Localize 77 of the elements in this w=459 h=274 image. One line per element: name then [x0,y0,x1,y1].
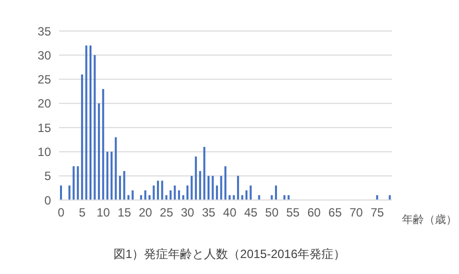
bar [127,195,130,200]
bar [220,176,222,200]
bar [212,176,214,200]
y-tick-label: 20 [38,96,52,111]
bar [182,195,184,200]
y-tick-label: 30 [38,48,52,62]
x-tick-label: 75 [370,206,384,220]
bar [85,45,88,200]
bar [90,45,92,200]
bar [283,195,286,200]
bar [174,186,176,200]
bar [140,195,142,200]
x-tick-label: 10 [96,206,110,220]
x-tick-label: 5 [78,206,86,220]
x-tick-label: 30 [180,206,195,220]
bar [98,103,100,200]
x-tick-label: 55 [286,206,300,220]
bar [106,152,108,200]
bar [148,195,151,200]
x-tick-label: 60 [307,206,322,220]
bar [152,186,155,200]
bar [258,195,260,200]
bar [114,137,117,200]
bar [194,156,197,200]
bar [110,152,113,200]
bar [224,166,226,200]
x-tick-label: 0 [58,206,65,220]
bar [144,190,146,200]
bar [376,195,378,200]
x-tick-label: 20 [138,206,152,220]
bar [165,195,168,200]
bar [72,166,75,200]
x-tick-label: 45 [244,206,258,220]
bar [250,186,252,200]
bar [186,186,188,200]
bar [178,190,180,200]
bar [228,195,231,200]
bar [190,176,193,200]
x-tick-label: 25 [160,206,174,220]
y-tick-label: 0 [44,193,52,208]
bar [237,176,240,200]
bar [199,171,202,200]
y-tick-label: 15 [38,120,52,135]
bar [270,195,273,200]
bar [216,186,218,200]
bar [123,171,126,200]
bar [232,195,235,200]
x-tick-label: 50 [265,206,279,220]
bar [81,74,84,200]
bar [288,195,290,200]
x-tick-label: 40 [223,206,237,220]
text: 図1）発症年齢と人数（2015-2016年発症） [112,246,347,263]
x-tick-label: 35 [202,206,216,220]
bar [76,166,79,200]
x-tick-label: 70 [349,206,364,220]
y-tick-label: 5 [44,169,52,184]
bar [102,88,104,200]
bar [156,180,159,200]
y-tick-label: 10 [38,144,52,159]
bar [274,186,277,200]
bar [94,55,96,200]
bar [119,176,122,200]
bar [60,186,62,200]
bar [245,190,248,200]
bar [170,190,172,200]
bar [132,190,134,200]
bar [68,186,70,200]
x-tick-label: 15 [118,206,132,220]
bar [203,146,206,200]
bar [388,195,391,200]
x-tick-label: 65 [328,206,342,220]
bar [161,180,164,200]
y-tick-label: 25 [38,72,52,87]
bar [241,195,244,200]
y-tick-label: 35 [38,24,52,38]
bar [208,176,210,200]
x-axis-title: 年齢（歳） [402,212,457,226]
